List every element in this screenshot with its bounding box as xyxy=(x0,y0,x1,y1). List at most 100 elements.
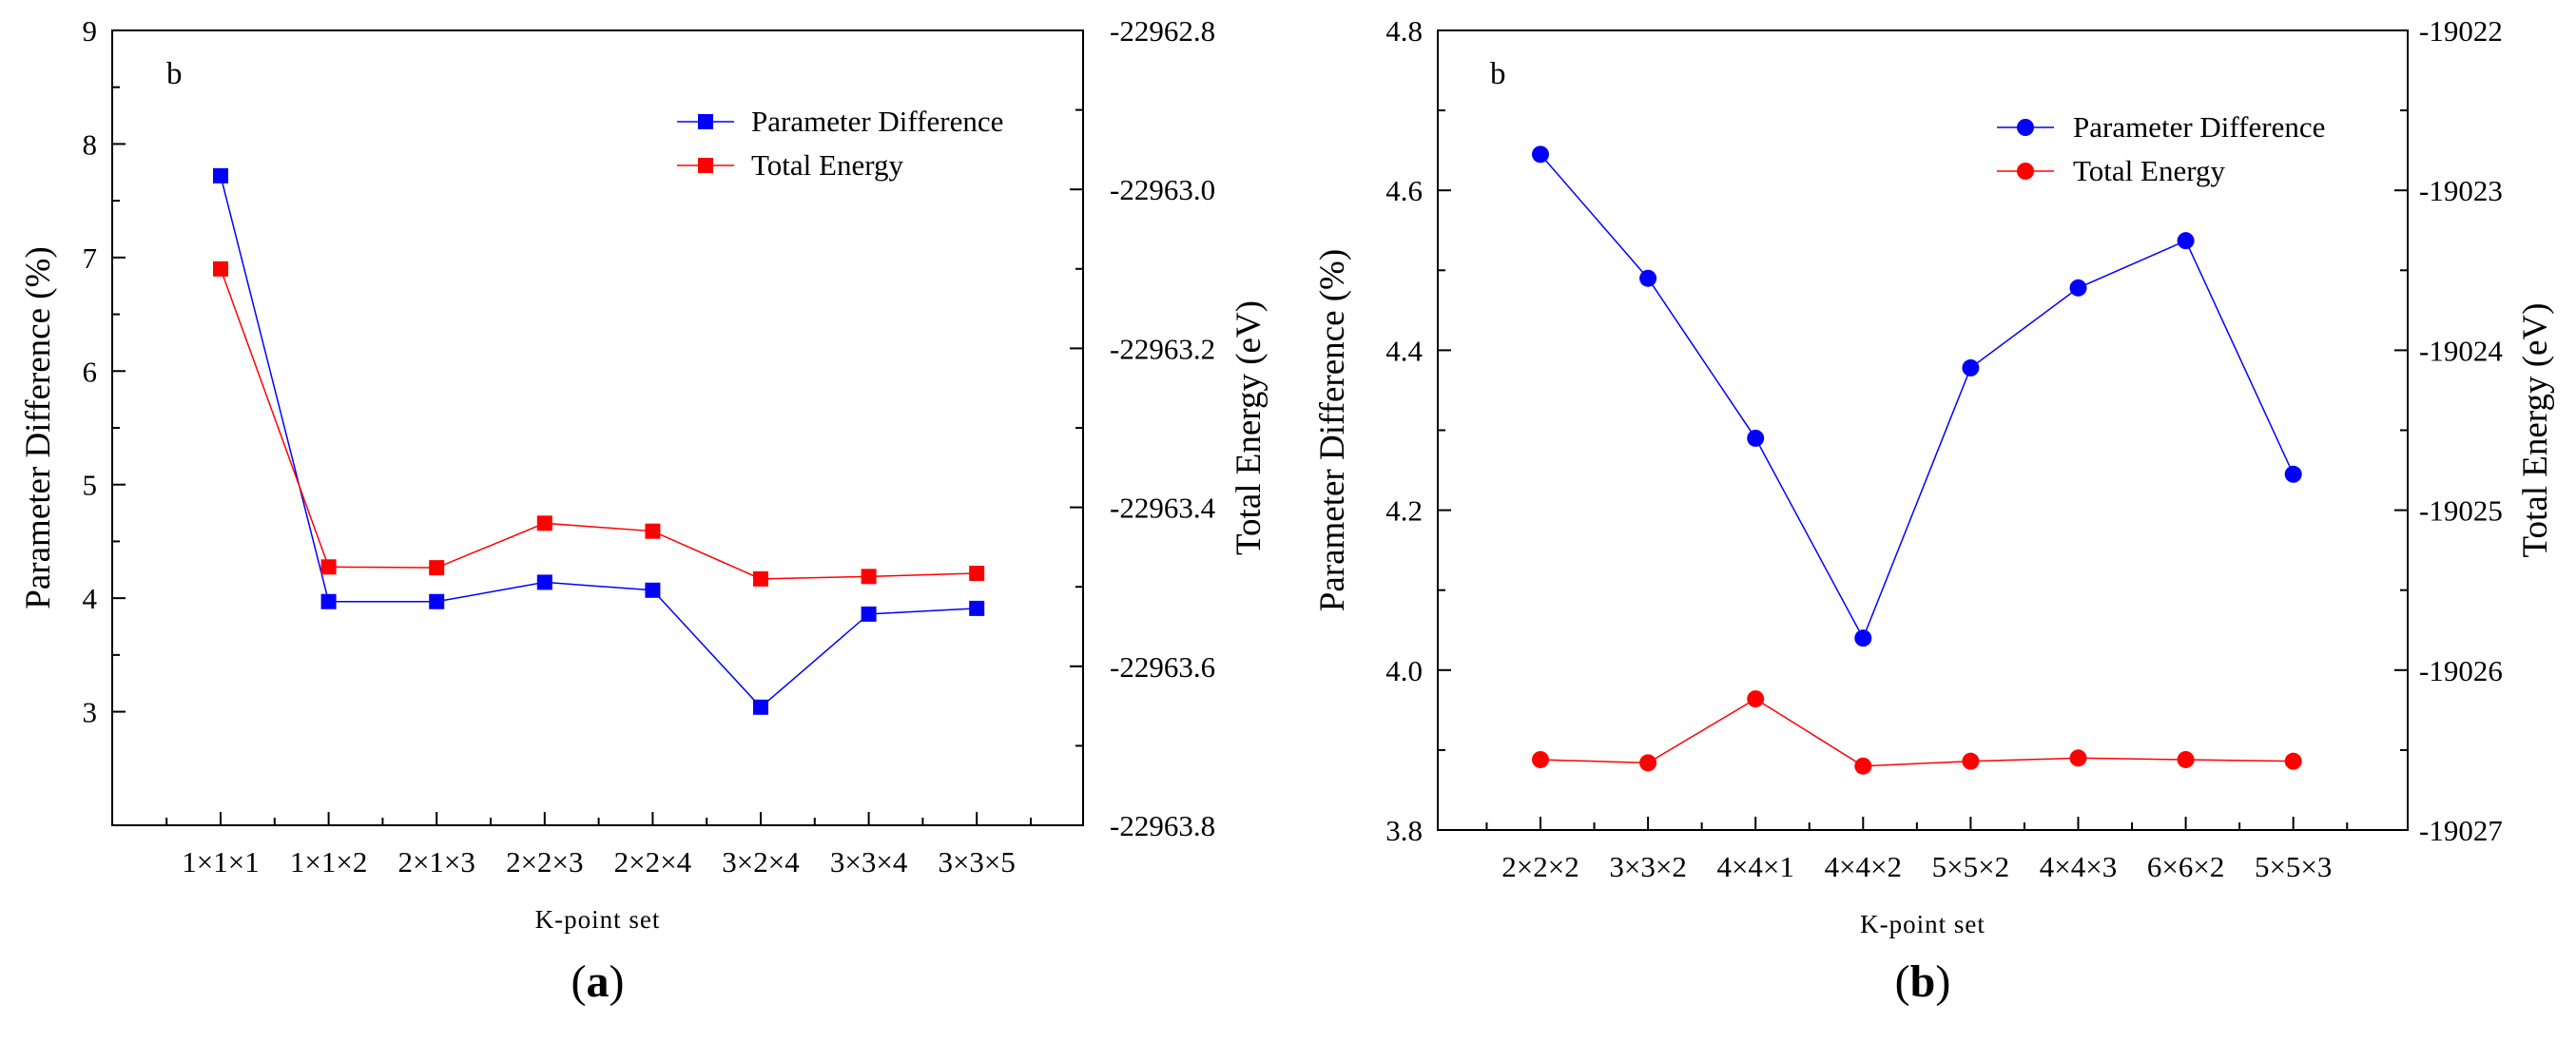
caption-open: ( xyxy=(1895,956,1910,1007)
x-tick-label: 3×3×5 xyxy=(938,845,1015,879)
data-point xyxy=(1532,145,1549,164)
x-tick-label: 6×6×2 xyxy=(2147,850,2224,883)
data-point xyxy=(753,570,768,587)
data-point xyxy=(213,261,228,277)
data-point xyxy=(645,582,661,598)
data-point xyxy=(1854,629,1872,647)
data-point xyxy=(2177,232,2195,250)
plot-frame xyxy=(111,29,1084,826)
data-point xyxy=(536,574,552,590)
left-y-tick-label: 3 xyxy=(83,696,98,729)
x-axis-title: K-point set xyxy=(1860,910,1985,938)
data-point xyxy=(1854,757,1872,775)
series-line xyxy=(1540,153,2295,640)
series-line xyxy=(220,175,978,708)
data-point xyxy=(1747,690,1765,708)
x-tick-label: 2×2×3 xyxy=(506,845,583,879)
data-point xyxy=(861,606,877,622)
x-tick-label: 4×4×1 xyxy=(1716,850,1793,883)
series-parameter-difference xyxy=(1532,145,2302,647)
x-tick-label: 2×2×2 xyxy=(1501,850,1579,883)
data-point xyxy=(2069,749,2087,767)
data-point xyxy=(320,593,337,609)
legend-label: Total Energy xyxy=(2073,154,2225,187)
x-tick-label: 1×1×1 xyxy=(182,845,259,879)
series-total-energy xyxy=(213,261,985,587)
data-point xyxy=(1639,269,1657,287)
data-point xyxy=(320,559,337,575)
right-y-tick-label: -19022 xyxy=(2419,14,2503,48)
legend-marker xyxy=(2017,163,2034,180)
panel-caption: (b) xyxy=(1895,956,1951,1007)
right-y-tick-label: -22963.6 xyxy=(1110,650,1215,684)
data-point xyxy=(969,600,985,616)
right-y-tick-label: -22963.4 xyxy=(1110,492,1216,525)
right-y-axis-title: Total Energy (eV) xyxy=(1230,300,1269,555)
data-point xyxy=(645,523,661,539)
caption-close: ) xyxy=(610,956,625,1007)
data-point xyxy=(2284,752,2302,770)
data-point xyxy=(2177,750,2195,768)
right-y-tick-label: -22962.8 xyxy=(1110,14,1215,48)
data-point xyxy=(2284,465,2302,483)
left-y-tick-label: 5 xyxy=(83,469,98,502)
data-point xyxy=(1962,358,1980,377)
legend-marker xyxy=(698,114,713,129)
left-y-axis-title: Parameter Difference (%) xyxy=(1313,249,1352,611)
series-line xyxy=(1540,698,2294,767)
chart-panel-a: 3 4 5 6 7 8 9 -22962.8 -22963.0 -22963.2 -22963.4 -… xyxy=(19,14,1269,1007)
data-point xyxy=(536,515,552,531)
right-y-tick-label: -19023 xyxy=(2419,174,2503,207)
right-y-tick-label: -22963.8 xyxy=(1110,809,1215,842)
right-y-tick-label: -19024 xyxy=(2419,334,2503,367)
panel-caption: (a) xyxy=(571,956,625,1007)
x-tick-label: 2×2×4 xyxy=(614,845,692,879)
x-tick-label: 5×5×3 xyxy=(2255,850,2332,883)
x-tick-label: 3×3×4 xyxy=(830,845,908,879)
left-y-tick-label: 8 xyxy=(83,127,98,161)
left-y-tick-label: 9 xyxy=(83,14,98,48)
left-y-tick-label: 4.0 xyxy=(1385,654,1423,687)
left-y-axis-title: Parameter Difference (%) xyxy=(19,246,58,608)
panel-tag: b xyxy=(1490,57,1506,91)
data-point xyxy=(1639,754,1657,772)
plot-frame xyxy=(1437,29,2409,831)
x-tick-label: 4×4×3 xyxy=(2040,850,2117,883)
left-y-tick-label: 4.8 xyxy=(1385,14,1423,48)
data-point xyxy=(969,565,985,581)
left-y-tick-label: 7 xyxy=(83,241,98,275)
data-point xyxy=(2069,279,2087,297)
left-y-tick-label: 4.4 xyxy=(1385,334,1423,367)
right-y-tick-label: -19025 xyxy=(2419,494,2503,528)
chart-panel-b: 3.8 4.0 4.2 4.4 4.6 4.8 -19022 -19023 -19024 -190… xyxy=(1313,14,2555,1007)
data-point xyxy=(753,699,768,715)
left-y-tick-label: 6 xyxy=(83,355,98,388)
series-parameter-difference xyxy=(213,167,985,715)
series-line xyxy=(220,268,978,580)
data-point xyxy=(429,560,445,576)
x-tick-label: 1×1×2 xyxy=(290,845,367,879)
x-tick-label: 3×3×2 xyxy=(1609,850,1686,883)
right-y-tick-label: -19026 xyxy=(2419,654,2503,687)
data-point xyxy=(429,593,445,609)
left-y-tick-label: 3.8 xyxy=(1385,814,1423,847)
series-total-energy xyxy=(1532,690,2302,775)
right-y-tick-label: -19027 xyxy=(2419,814,2503,847)
legend-label: Parameter Difference xyxy=(2073,110,2325,144)
x-tick-label: 3×2×4 xyxy=(722,845,800,879)
data-point xyxy=(213,167,228,183)
legend-marker xyxy=(698,158,713,173)
x-tick-label: 5×5×2 xyxy=(1932,850,2009,883)
caption-close: ) xyxy=(1935,956,1950,1007)
data-point xyxy=(1532,750,1549,768)
x-tick-label: 2×1×3 xyxy=(397,845,475,879)
caption-open: ( xyxy=(571,956,587,1007)
right-y-tick-label: -22963.0 xyxy=(1110,173,1215,206)
x-tick-label: 4×4×2 xyxy=(1825,850,1902,883)
left-y-tick-label: 4 xyxy=(83,582,98,615)
panel-tag: b xyxy=(166,57,183,91)
data-point xyxy=(861,569,877,585)
x-axis-title: K-point set xyxy=(535,905,661,934)
data-point xyxy=(1962,752,1980,770)
